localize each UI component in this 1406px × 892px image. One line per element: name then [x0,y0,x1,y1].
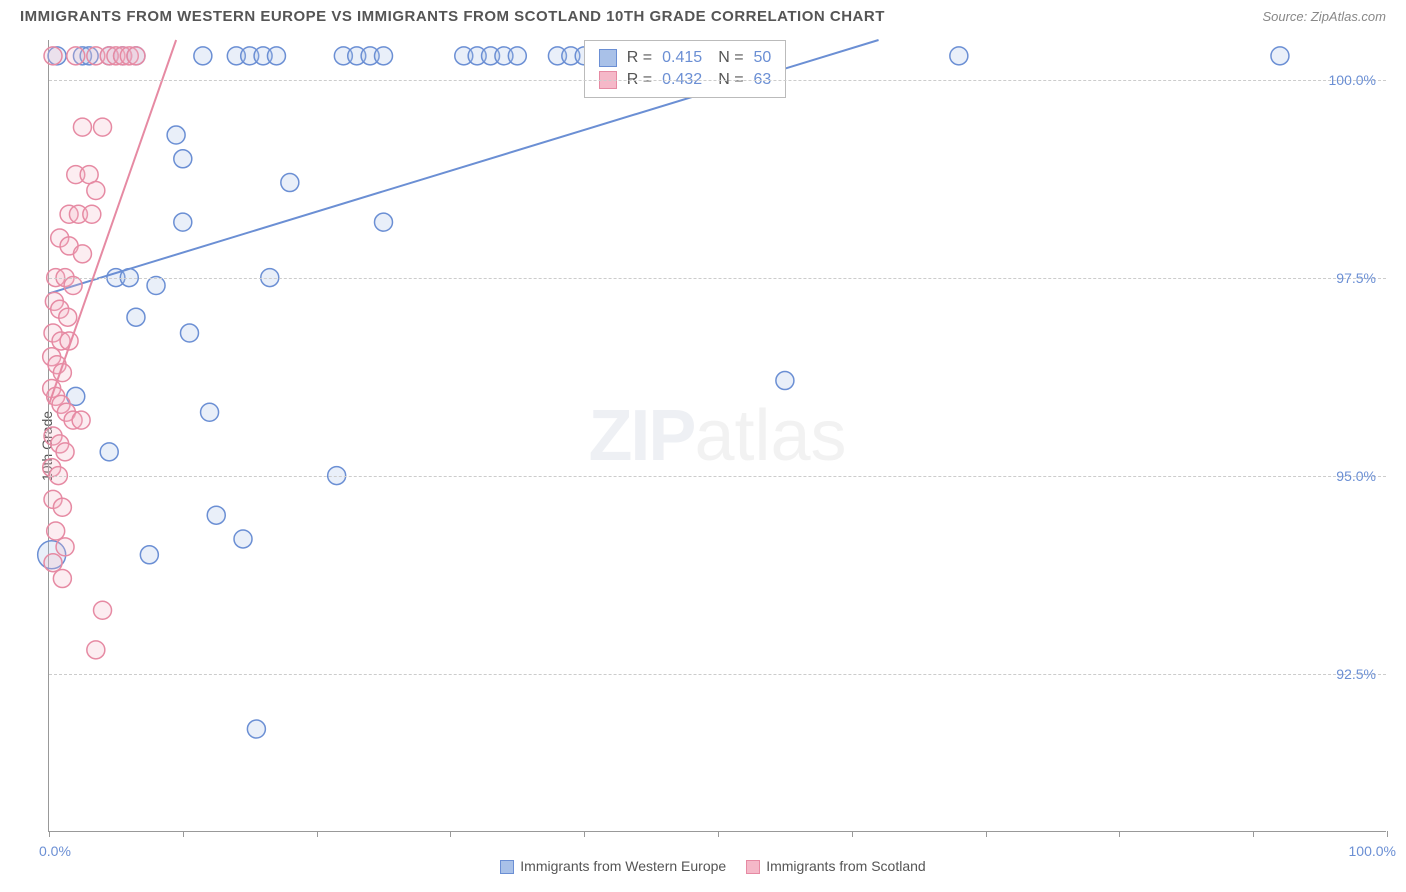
x-tick [1387,831,1388,837]
data-point [194,47,212,65]
data-point [87,181,105,199]
data-point [267,47,285,65]
n-value: 50 [754,49,772,67]
scatter-svg [49,40,1386,831]
data-point [174,150,192,168]
gridline [49,80,1386,81]
chart-header: IMMIGRANTS FROM WESTERN EUROPE VS IMMIGR… [0,0,1406,29]
data-point [94,601,112,619]
data-point [87,641,105,659]
gridline [49,278,1386,279]
x-tick [986,831,987,837]
data-point [67,47,85,65]
x-tick [852,831,853,837]
y-tick-label: 92.5% [1336,666,1376,682]
n-label: N = [718,49,743,67]
data-point [167,126,185,144]
data-point [375,47,393,65]
x-axis-max-label: 100.0% [1349,843,1396,859]
legend-label: Immigrants from Western Europe [520,858,726,874]
gridline [49,674,1386,675]
x-tick [317,831,318,837]
data-point [44,47,62,65]
data-point [180,324,198,342]
x-axis-min-label: 0.0% [39,843,71,859]
x-tick [584,831,585,837]
data-point [56,443,74,461]
r-value: 0.415 [662,49,702,67]
y-tick-label: 97.5% [1336,270,1376,286]
correlation-stats-box: R =0.415N =50R =0.432N =63 [584,40,787,98]
data-point [56,538,74,556]
source-name: ZipAtlas.com [1311,9,1386,24]
legend-swatch [746,860,760,874]
x-tick [183,831,184,837]
data-point [72,411,90,429]
data-point [207,506,225,524]
chart-title: IMMIGRANTS FROM WESTERN EUROPE VS IMMIGR… [20,8,885,25]
bottom-legend: Immigrants from Western Europe Immigrants… [0,858,1406,874]
data-point [53,570,71,588]
data-point [201,403,219,421]
data-point [140,546,158,564]
legend-swatch [500,860,514,874]
data-point [44,554,62,572]
data-point [53,498,71,516]
data-point [375,213,393,231]
y-tick-label: 95.0% [1336,468,1376,484]
data-point [127,308,145,326]
data-point [174,213,192,231]
data-point [950,47,968,65]
data-point [73,245,91,263]
stats-row: R = 0.415 N = 50 [599,47,772,69]
legend-label: Immigrants from Scotland [766,858,926,874]
data-point [776,372,794,390]
x-tick [49,831,50,837]
data-point [281,174,299,192]
chart-source: Source: ZipAtlas.com [1262,9,1386,24]
data-point [1271,47,1289,65]
data-point [94,118,112,136]
x-tick [1119,831,1120,837]
data-point [127,47,145,65]
data-point [234,530,252,548]
x-tick [718,831,719,837]
chart-plot-area: ZIPatlas R =0.415N =50R =0.432N =63 0.0%… [48,40,1386,832]
data-point [64,277,82,295]
data-point [100,443,118,461]
y-tick-label: 100.0% [1329,72,1376,88]
gridline [49,476,1386,477]
data-point [147,277,165,295]
data-point [59,308,77,326]
data-point [73,118,91,136]
data-point [47,522,65,540]
x-tick [450,831,451,837]
data-point [247,720,265,738]
data-point [83,205,101,223]
r-label: R = [627,49,652,67]
source-prefix: Source: [1262,9,1310,24]
data-point [508,47,526,65]
x-tick [1253,831,1254,837]
series-swatch [599,49,617,67]
